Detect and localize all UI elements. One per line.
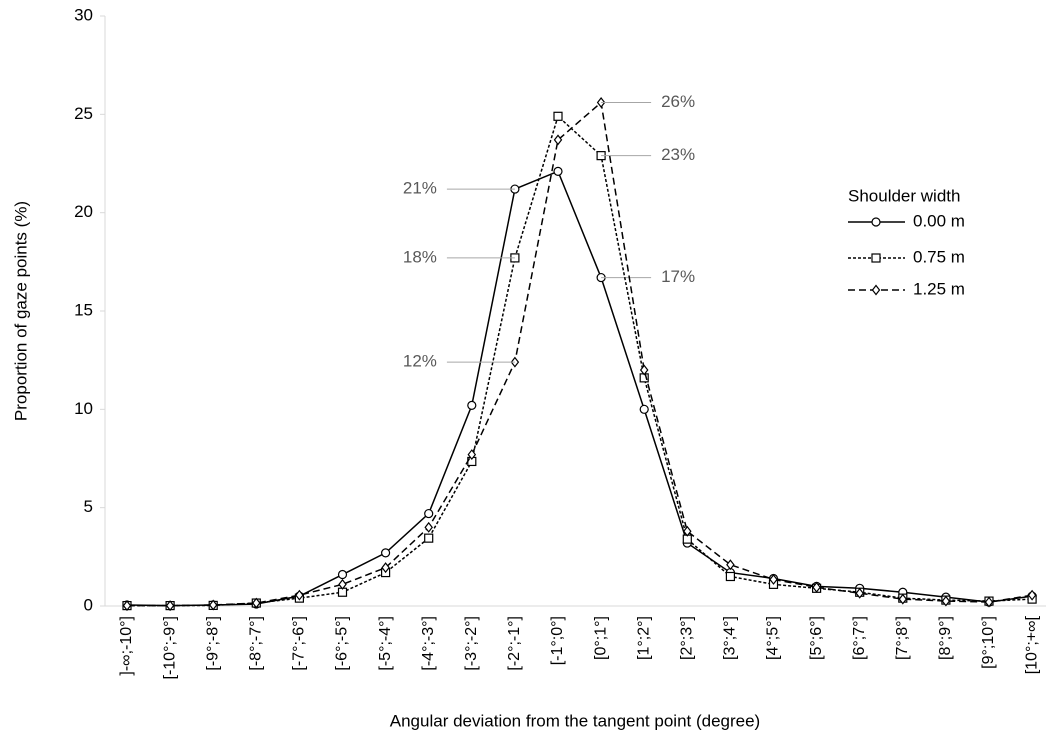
x-tick-label: [-1°;0°] (549, 616, 566, 665)
x-tick-label: [7°;8°] (894, 616, 911, 660)
data-point (941, 595, 951, 607)
data-point (812, 581, 821, 593)
x-tick-label: [5°;6°] (808, 616, 825, 660)
data-point (252, 597, 261, 609)
legend-marker (871, 217, 881, 227)
data-label: 23% (661, 145, 695, 164)
data-point (639, 404, 649, 414)
y-axis-title: Proportion of gaze points (%) (11, 201, 30, 421)
data-point (208, 599, 218, 611)
x-tick-label: [-2°;-1°] (506, 616, 523, 671)
legend-marker (871, 253, 881, 263)
x-tick-label: [-6°;-5°] (334, 616, 351, 671)
y-tick-label: 5 (84, 497, 93, 516)
y-tick-label: 15 (74, 300, 93, 319)
data-point (424, 533, 434, 543)
data-point (553, 166, 563, 176)
x-tick-label: [2°;3°] (679, 616, 696, 660)
legend-marker (871, 284, 881, 296)
data-point (295, 589, 304, 601)
legend-label: 1.25 m (913, 279, 965, 298)
data-point (424, 521, 433, 533)
data-point (855, 587, 864, 599)
data-point (122, 600, 132, 612)
data-point (467, 400, 477, 410)
data-point (381, 562, 390, 574)
series-line (127, 114, 1033, 607)
series-line (127, 101, 1033, 607)
data-point (1027, 589, 1037, 601)
y-tick-label: 25 (74, 104, 93, 123)
data-point (726, 559, 735, 571)
y-tick-label: 30 (74, 5, 93, 24)
x-tick-label: [-3°;-2°] (463, 616, 480, 671)
y-tick-label: 10 (74, 399, 93, 418)
x-tick-label: [-4°;-3°] (420, 616, 437, 671)
data-point (683, 525, 692, 537)
data-point (725, 571, 736, 582)
legend-title: Shoulder width (848, 186, 960, 205)
data-point (338, 578, 347, 590)
x-tick-label: [-7°;-6°] (291, 616, 308, 671)
x-tick-label: [3°;4°] (722, 616, 739, 660)
data-point (165, 600, 175, 612)
data-point (639, 364, 649, 376)
x-tick-label: [-5°;-4°] (377, 616, 394, 671)
data-point (467, 449, 477, 461)
data-point (553, 111, 563, 121)
data-label: 17% (661, 267, 695, 286)
x-tick-label: [1°;2°] (635, 616, 652, 660)
y-tick-label: 0 (84, 595, 93, 614)
data-label: 21% (403, 179, 437, 198)
x-tick-label: [-9°;-8°] (204, 616, 221, 671)
legend-label: 0.75 m (913, 247, 965, 266)
x-tick-label: ]-∞;-10°] (118, 616, 135, 676)
data-label: 12% (403, 352, 437, 371)
y-tick-label: 20 (74, 202, 93, 221)
x-tick-label: [9°;10°] (980, 616, 997, 669)
data-point (769, 573, 778, 585)
data-point (898, 593, 908, 605)
legend-label: 0.00 m (913, 211, 965, 230)
x-tick-label: [-8°;-7°] (248, 616, 265, 671)
data-point (424, 508, 434, 519)
x-tick-label: [6°;7°] (851, 616, 868, 660)
data-label: 18% (403, 247, 437, 266)
x-axis-title: Angular deviation from the tangent point… (390, 711, 760, 730)
x-tick-label: [0°;1°] (592, 616, 609, 660)
data-point (984, 596, 994, 608)
data-label: 26% (661, 92, 695, 111)
data-point (381, 548, 391, 558)
series-line (126, 170, 1033, 607)
data-point (337, 569, 348, 580)
x-tick-label: [4°;5°] (765, 616, 782, 660)
data-point (553, 134, 563, 146)
x-tick-label: [10°;+∞[ (1023, 615, 1040, 674)
x-tick-label: [8°;9°] (937, 616, 954, 660)
x-tick-label: [-10°;-9°] (161, 616, 178, 679)
